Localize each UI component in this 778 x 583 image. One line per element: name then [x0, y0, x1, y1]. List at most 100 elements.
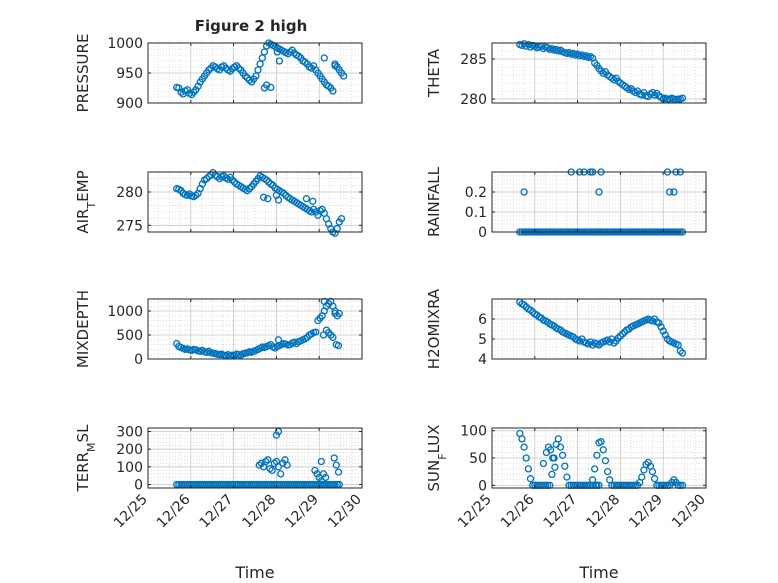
data-point — [275, 57, 284, 65]
data-point — [546, 446, 555, 454]
data-point — [202, 175, 211, 183]
data-point — [312, 328, 320, 336]
axes-box — [491, 171, 707, 233]
data-point — [655, 319, 663, 327]
x-tick-label: 12/26 — [154, 491, 194, 531]
data-point — [318, 205, 326, 213]
data-point — [256, 60, 264, 68]
data-point — [558, 451, 567, 459]
y-tick-label: 4 — [478, 352, 487, 368]
data-point — [205, 173, 213, 181]
data-point — [320, 297, 328, 306]
y-tick-label: 200 — [116, 442, 143, 458]
data-point — [319, 331, 328, 339]
y-axis-label: MIXDEPTH — [74, 290, 92, 368]
data-point — [255, 461, 263, 469]
data-point — [274, 463, 283, 471]
data-point — [192, 86, 200, 94]
y-tick-label: 500 — [116, 328, 143, 344]
y-tick-label: 950 — [116, 66, 143, 82]
data-point — [194, 82, 202, 90]
data-point — [551, 463, 559, 471]
data-point — [264, 195, 272, 203]
y-tick-label: 0 — [478, 478, 487, 494]
subplot-theta: 280 285 THETA — [425, 40, 707, 108]
data-point — [524, 465, 533, 473]
data-point — [267, 83, 275, 92]
data-point — [618, 330, 627, 338]
data-point — [539, 459, 548, 468]
data-point — [657, 323, 665, 331]
data-point — [638, 473, 646, 481]
data-point — [610, 339, 618, 347]
x-tick-label: 12/28 — [239, 492, 279, 532]
data-point — [520, 301, 528, 309]
y-tick-label: 0 — [134, 477, 143, 493]
data-point — [329, 333, 337, 342]
data-point — [243, 187, 251, 195]
data-point — [274, 336, 283, 344]
y-tick-label: 275 — [116, 218, 143, 234]
data-point — [183, 86, 192, 94]
data-point — [192, 191, 200, 199]
data-point — [295, 52, 303, 60]
y-axis-label: AIRTEMP — [74, 170, 98, 233]
data-point — [614, 334, 622, 342]
data-point — [601, 457, 610, 465]
x-tick-label: 12/28 — [583, 492, 623, 532]
subplot-rainfall: 0 0.1 0.2 RAINFALL — [425, 166, 707, 241]
data-point — [597, 437, 605, 446]
data-point — [561, 462, 569, 470]
data-point — [644, 458, 652, 467]
data-point — [526, 306, 535, 314]
data-point — [321, 473, 330, 482]
y-tick-label: 100 — [116, 460, 143, 476]
data-point — [329, 87, 337, 95]
data-point — [198, 180, 207, 188]
data-point — [330, 454, 338, 462]
data-point — [268, 466, 276, 475]
data-point — [317, 457, 325, 466]
data-point — [334, 468, 343, 476]
data-point — [254, 66, 262, 74]
data-point — [665, 188, 674, 196]
data-point — [260, 48, 269, 56]
data-point — [554, 435, 562, 443]
y-tick-label: 300 — [116, 425, 143, 441]
x-axis-label: Time — [578, 563, 618, 582]
data-point — [339, 72, 348, 80]
data-point — [301, 58, 309, 66]
data-point — [337, 215, 346, 223]
y-axis-label: RAINFALL — [425, 166, 443, 237]
y-axis-label: H2OMIXRA — [425, 288, 443, 369]
data-point — [576, 337, 584, 345]
y-axis-label: SUNFLUX — [425, 425, 449, 492]
data-point — [245, 185, 254, 193]
data-point — [283, 461, 291, 469]
data-point — [563, 473, 571, 481]
x-tick-label: 12/29 — [626, 492, 666, 532]
y-tick-label: 0.1 — [465, 205, 487, 221]
data-point — [266, 464, 274, 473]
data-point — [177, 88, 185, 96]
axes-box — [491, 42, 707, 104]
subplot-mixdepth: 0 500 1000 MIXDEPTH — [74, 290, 363, 368]
y-tick-label: 1000 — [107, 36, 143, 52]
data-point — [334, 341, 343, 350]
x-tick-label: 12/30 — [669, 492, 709, 532]
data-point — [262, 176, 271, 184]
y-tick-label: 6 — [478, 312, 487, 328]
data-point — [286, 48, 294, 56]
y-tick-label: 5 — [478, 332, 487, 348]
x-axis-label: Time — [234, 563, 274, 582]
data-point — [309, 197, 317, 205]
data-point — [272, 431, 281, 439]
data-point — [335, 309, 343, 318]
y-tick-label: 0.2 — [465, 185, 487, 201]
data-point — [674, 341, 682, 349]
data-point — [205, 66, 213, 74]
data-point — [258, 54, 266, 62]
data-point — [264, 456, 272, 464]
x-tick-label: 12/29 — [282, 492, 322, 532]
